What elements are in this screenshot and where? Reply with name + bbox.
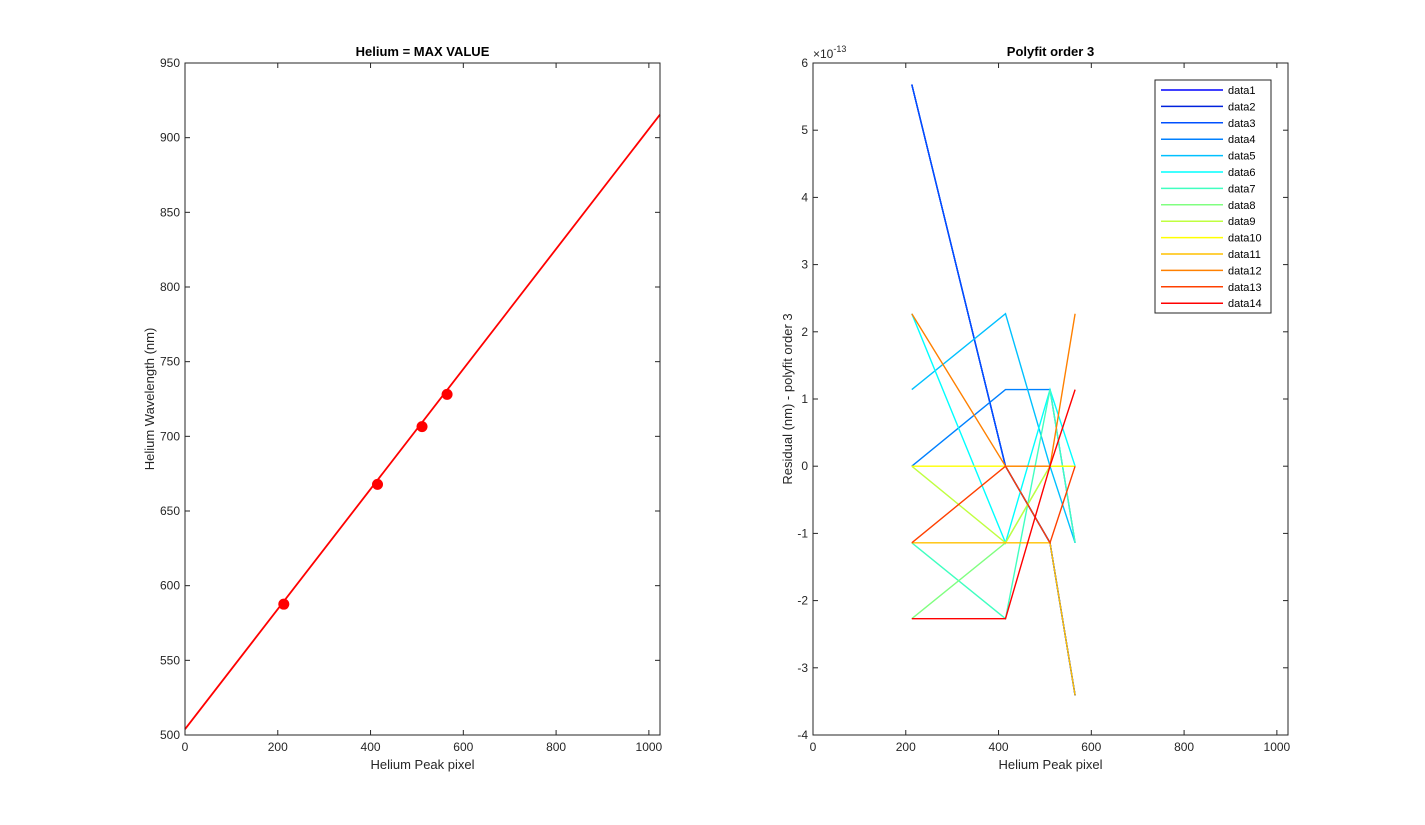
left-x-tick-label: 400 [361,740,381,754]
right-axes: 0 200 400 600 800 1000 -4 -3 -2 -1 0 1 2 3 4 5 6 Polyfit… [780,44,1291,772]
left-y-tick-label: 650 [160,504,180,518]
left-x-tick-label: 800 [546,740,566,754]
legend-label-data7: data7 [1228,183,1256,195]
left-y-tick-label: 700 [160,429,180,443]
right-y-tick-label: 6 [801,56,808,70]
right-x-tick-label: 800 [1174,740,1194,754]
data-point-marker [416,421,428,433]
right-x-tick-label: 400 [989,740,1009,754]
right-data-marks [911,84,1076,696]
right-chart-title: Polyfit order 3 [1007,44,1094,59]
right-y-tick-label: -2 [797,594,808,608]
left-y-tick-label: 850 [160,205,180,219]
left-y-tick-label: 600 [160,579,180,593]
legend-label-data14: data14 [1228,298,1262,310]
right-y-tick-label: 2 [801,325,808,339]
left-x-axis-label: Helium Peak pixel [370,757,474,772]
left-y-tick-label: 500 [160,728,180,742]
legend-label-data3: data3 [1228,118,1256,130]
legend: data1 data2 data3 data4 data5 data6 data7 data8… [1154,79,1272,314]
right-y-tick-label: 3 [801,258,808,272]
right-y-tick-label: -1 [797,526,808,540]
legend-label-data13: data13 [1228,282,1262,294]
legend-label-data9: data9 [1228,216,1256,228]
right-y-tick-label: 1 [801,392,808,406]
series-line-data14 [911,389,1076,620]
legend-label-data8: data8 [1228,200,1256,212]
left-y-tick-label: 950 [160,56,180,70]
right-axis-ticks: 0 200 400 600 800 1000 -4 -3 -2 -1 0 1 2 3 4 5 6 [797,56,1290,754]
legend-label-data10: data10 [1228,233,1262,245]
left-x-tick-label: 0 [182,740,189,754]
left-y-tick-label: 900 [160,131,180,145]
left-y-axis-label: Helium Wavelength (nm) [142,328,157,471]
right-axes-box [812,62,1289,736]
legend-label-data11: data11 [1228,249,1261,261]
left-y-tick-label: 800 [160,280,180,294]
legend-label-data6: data6 [1228,167,1256,179]
legend-label-data1: data1 [1228,85,1256,97]
right-x-tick-label: 600 [1081,740,1101,754]
right-y-exponent-label: ×10-13 [813,44,846,61]
data-point-marker [441,388,453,400]
right-y-tick-label: 4 [801,190,808,204]
legend-label-data12: data12 [1228,265,1262,277]
right-x-tick-label: 1000 [1264,740,1291,754]
series-line-data13 [911,465,1076,545]
data-point-marker [372,478,384,490]
left-axes: 0 200 400 600 800 1000 500 550 600 650 700 750 800 85… [142,44,663,772]
right-y-tick-label: 0 [801,459,808,473]
right-x-tick-label: 200 [896,740,916,754]
left-x-tick-label: 600 [453,740,473,754]
right-y-tick-label: -4 [797,728,808,742]
right-y-tick-label: -3 [797,661,808,675]
data-point-marker [278,598,290,610]
left-axis-ticks: 0 200 400 600 800 1000 500 550 600 650 700 750 800 85… [160,56,663,754]
left-x-tick-label: 200 [268,740,288,754]
left-plot-area [185,63,660,735]
right-x-axis-label: Helium Peak pixel [998,757,1102,772]
right-y-axis-label: Residual (nm) - polyfit order 3 [780,313,795,484]
left-axes-box [184,62,661,736]
left-chart-title: Helium = MAX VALUE [356,44,490,59]
legend-items: data1 data2 data3 data4 data5 data6 data7 data8… [1161,85,1262,310]
left-y-tick-label: 750 [160,355,180,369]
legend-label-data2: data2 [1228,101,1256,113]
legend-label-data4: data4 [1228,134,1256,146]
series-line-data12 [911,313,1076,467]
legend-box [1154,79,1272,314]
right-x-tick-label: 0 [810,740,817,754]
right-y-tick-label: 5 [801,123,808,137]
left-x-tick-label: 1000 [636,740,663,754]
left-y-tick-label: 550 [160,653,180,667]
legend-label-data5: data5 [1228,151,1256,163]
left-data-marks [184,113,661,730]
